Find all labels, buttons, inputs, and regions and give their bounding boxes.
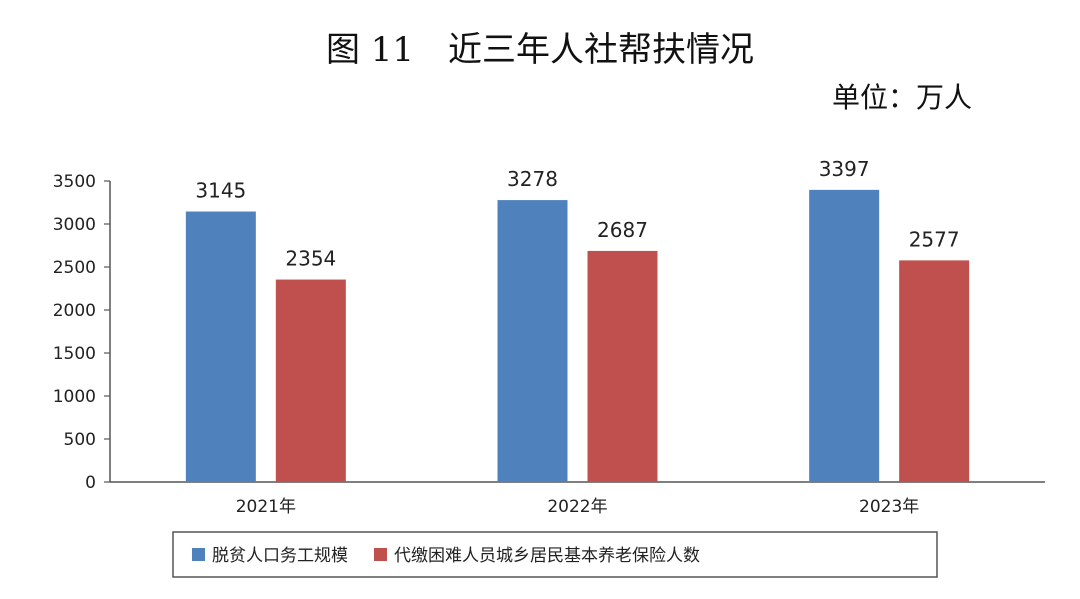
bar — [587, 250, 658, 482]
data-label: 3278 — [507, 167, 558, 191]
x-axis-categories: 2021年 2022年 2023年 — [236, 497, 920, 517]
bar — [899, 260, 970, 482]
y-tick-label: 1500 — [53, 344, 96, 364]
bar — [185, 211, 256, 482]
x-category-label: 2021年 — [236, 497, 296, 517]
legend-swatch — [374, 548, 387, 561]
y-tick-label: 2500 — [53, 258, 96, 278]
unit-label: 单位：万人 — [831, 81, 972, 114]
bar-series — [185, 189, 970, 483]
legend: 脱贫人口务工规模 代缴困难人员城乡居民基本养老保险人数 — [172, 531, 938, 578]
bar — [497, 200, 568, 483]
data-label: 3145 — [195, 179, 246, 203]
chart-axes — [109, 181, 1045, 483]
data-label: 2577 — [909, 227, 960, 251]
legend-swatch — [192, 548, 205, 561]
y-axis-ticks: 0 500 1000 1500 2000 2500 3000 3500 — [53, 172, 110, 493]
y-tick-label: 0 — [85, 473, 96, 493]
x-category-label: 2023年 — [859, 497, 919, 517]
y-tick-label: 3000 — [53, 215, 96, 235]
legend-label: 代缴困难人员城乡居民基本养老保险人数 — [394, 546, 700, 566]
y-tick-label: 3500 — [53, 172, 96, 192]
data-labels: 3145 2354 3278 2687 3397 2577 — [195, 157, 959, 271]
legend-frame — [172, 531, 938, 578]
chart-title: 图 11 近三年人社帮扶情况 — [325, 30, 755, 70]
y-tick-label: 2000 — [53, 301, 96, 321]
y-tick-label: 500 — [64, 430, 96, 450]
x-category-label: 2022年 — [547, 497, 607, 517]
y-tick-label: 1000 — [53, 387, 96, 407]
legend-label: 脱贫人口务工规模 — [212, 546, 348, 566]
data-label: 2687 — [597, 218, 648, 242]
data-label: 3397 — [819, 157, 870, 181]
bar — [809, 189, 880, 482]
bar — [275, 279, 346, 482]
data-label: 2354 — [285, 247, 336, 271]
